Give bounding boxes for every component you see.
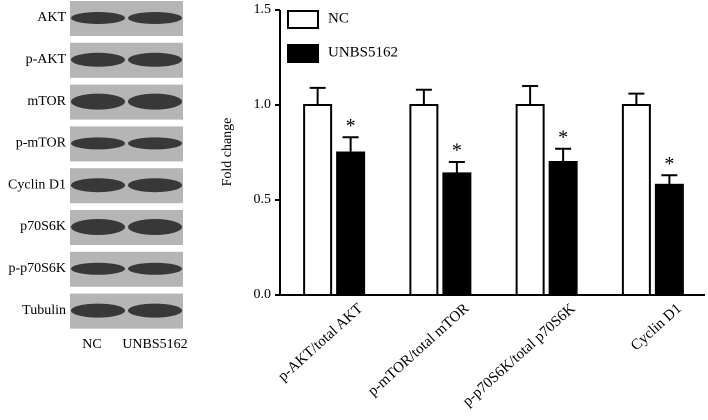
blot-row-label: p-mTOR bbox=[16, 136, 67, 151]
blot-band bbox=[128, 12, 182, 24]
blot-band bbox=[128, 52, 182, 67]
legend-swatch bbox=[287, 10, 319, 29]
y-tick-label: 0.5 bbox=[254, 192, 272, 207]
blot-band bbox=[71, 262, 125, 275]
blot-band bbox=[71, 12, 125, 24]
blot-row-label: mTOR bbox=[27, 94, 66, 109]
bar bbox=[548, 161, 578, 296]
blot-band bbox=[128, 178, 182, 193]
blot-band bbox=[128, 93, 182, 110]
bar bbox=[442, 172, 472, 296]
x-tick-label: p-p70S6K/total p70S6K bbox=[460, 301, 579, 410]
legend-label: UNBS5162 bbox=[328, 44, 398, 60]
blot-band bbox=[128, 262, 182, 275]
blot-row-label: p-AKT bbox=[26, 52, 67, 67]
x-tick-label: p-AKT/total AKT bbox=[275, 301, 366, 385]
y-tick-label: 0.0 bbox=[254, 287, 272, 302]
blot-band bbox=[71, 219, 125, 235]
blot-row-label: p-p70S6K bbox=[8, 261, 66, 276]
legend-label: NC bbox=[328, 10, 349, 26]
bar bbox=[303, 104, 333, 296]
y-tick-label: 1.0 bbox=[254, 97, 272, 112]
significance-mark: * bbox=[664, 153, 674, 175]
bar bbox=[336, 151, 366, 296]
blot-band bbox=[71, 52, 125, 67]
blot-band bbox=[128, 303, 182, 318]
blot-band bbox=[71, 178, 125, 193]
significance-mark: * bbox=[346, 115, 356, 137]
bar bbox=[654, 183, 684, 296]
significance-mark: * bbox=[558, 126, 568, 148]
blot-band bbox=[128, 219, 182, 235]
significance-mark: * bbox=[452, 140, 462, 162]
blot-band bbox=[71, 137, 125, 150]
blot-band bbox=[71, 303, 125, 318]
blot-lane-label: UNBS5162 bbox=[122, 337, 187, 352]
blot-row-label: Cyclin D1 bbox=[8, 177, 66, 192]
bar bbox=[409, 104, 439, 296]
blot-band bbox=[128, 137, 182, 150]
y-tick-label: 1.5 bbox=[254, 2, 272, 17]
blot-lane-label: NC bbox=[82, 337, 101, 352]
blot-row-label: AKT bbox=[37, 10, 66, 25]
blot-row-label: p70S6K bbox=[20, 219, 66, 234]
bar bbox=[621, 104, 651, 296]
blot-band bbox=[71, 93, 125, 110]
blot-row-label: Tubulin bbox=[22, 303, 66, 318]
y-axis-label: Fold change bbox=[220, 118, 235, 187]
legend-swatch bbox=[287, 44, 319, 63]
x-tick-label: Cyclin D1 bbox=[628, 301, 685, 354]
bar bbox=[515, 104, 545, 296]
x-tick-label: p-mTOR/total mTOR bbox=[365, 301, 472, 400]
